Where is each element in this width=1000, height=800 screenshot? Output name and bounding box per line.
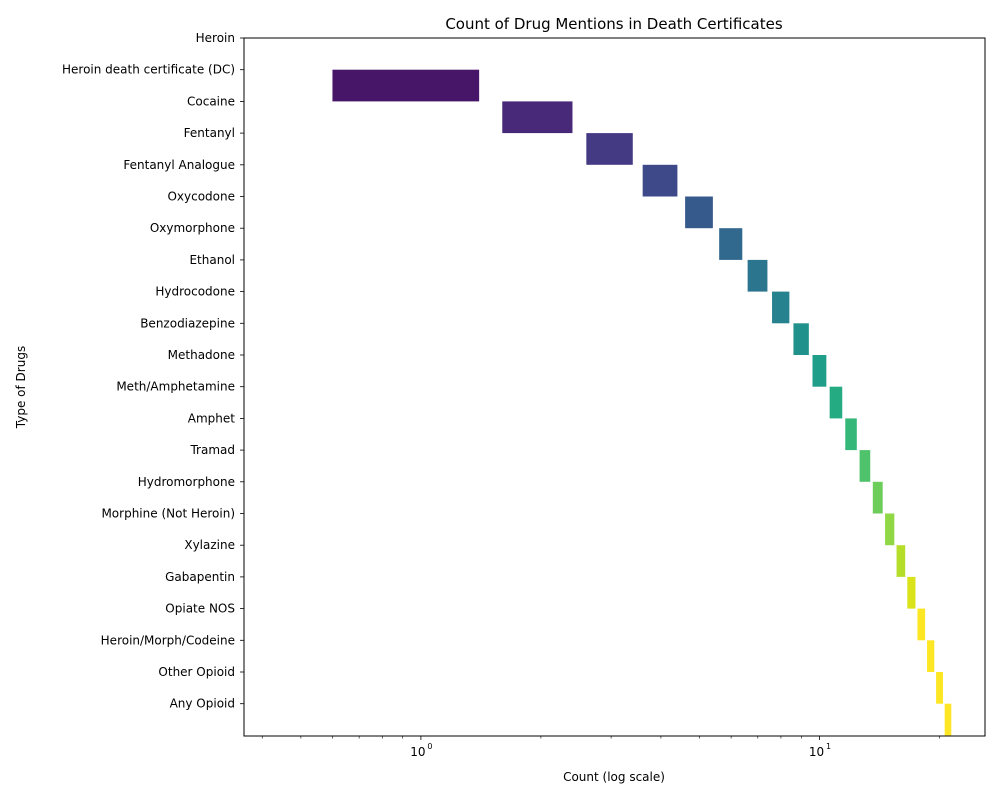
y-tick-label: Amphet xyxy=(188,411,236,425)
bar-6 xyxy=(719,228,743,260)
y-tick-label: Fentanyl Analogue xyxy=(123,158,235,172)
bar-17 xyxy=(907,576,916,609)
bar-1 xyxy=(332,69,480,102)
y-axis-label: Type of Drugs xyxy=(14,346,28,429)
x-tick-exponent: 1 xyxy=(826,742,831,751)
y-tick-label: Oxymorphone xyxy=(150,221,235,235)
bars-group xyxy=(332,69,952,736)
y-tick-label: Xylazine xyxy=(184,538,235,552)
chart-title: Count of Drug Mentions in Death Certific… xyxy=(445,15,783,33)
bar-3 xyxy=(586,133,633,165)
y-tick-label: Methadone xyxy=(168,348,235,362)
x-tick-label: 10 xyxy=(410,745,425,759)
y-tick-label: Any Opioid xyxy=(170,697,235,711)
y-tick-label: Meth/Amphetamine xyxy=(116,380,235,394)
x-tick-label: 10 xyxy=(809,745,824,759)
bar-7 xyxy=(747,259,768,292)
bar-5 xyxy=(685,196,713,229)
bar-4 xyxy=(642,164,678,197)
y-tick-label: Hydrocodone xyxy=(155,285,235,299)
x-axis-label: Count (log scale) xyxy=(563,770,665,784)
y-tick-label: Benzodiazepine xyxy=(140,316,235,330)
bar-19 xyxy=(927,640,935,672)
y-tick-label: Opiate NOS xyxy=(165,602,235,616)
bar-14 xyxy=(872,481,883,514)
plot-frame xyxy=(243,37,986,737)
y-tick-label: Heroin death certificate (DC) xyxy=(62,63,235,77)
y-tick-label: Heroin xyxy=(196,31,235,45)
y-tick-label: Tramad xyxy=(189,443,235,457)
bar-18 xyxy=(917,608,926,641)
x-tick-exponent: 0 xyxy=(427,742,432,751)
bar-9 xyxy=(793,323,809,355)
bar-10 xyxy=(812,355,827,387)
y-tick-label: Fentanyl xyxy=(184,126,235,140)
bar-2 xyxy=(502,101,573,134)
x-axis-ticks: 10 0 10 1 xyxy=(261,736,940,759)
y-tick-label: Other Opioid xyxy=(158,665,235,679)
y-tick-label: Ethanol xyxy=(189,253,235,267)
bar-8 xyxy=(772,291,790,324)
bar-16 xyxy=(896,545,906,577)
y-tick-label: Heroin/Morph/Codeine xyxy=(101,633,235,647)
y-axis-ticks: Heroin Heroin death certificate (DC) Cocai… xyxy=(62,31,244,711)
bar-20 xyxy=(936,672,944,704)
bar-11 xyxy=(829,386,843,419)
bar-15 xyxy=(885,513,895,546)
y-tick-label: Gabapentin xyxy=(165,570,235,584)
y-tick-label: Cocaine xyxy=(187,94,235,108)
y-tick-label: Oxycodone xyxy=(167,190,235,204)
bar-12 xyxy=(845,418,857,451)
bar-13 xyxy=(859,450,871,482)
y-tick-label: Hydromorphone xyxy=(138,475,235,489)
bar-21 xyxy=(944,703,952,736)
y-tick-label: Morphine (Not Heroin) xyxy=(101,507,235,521)
